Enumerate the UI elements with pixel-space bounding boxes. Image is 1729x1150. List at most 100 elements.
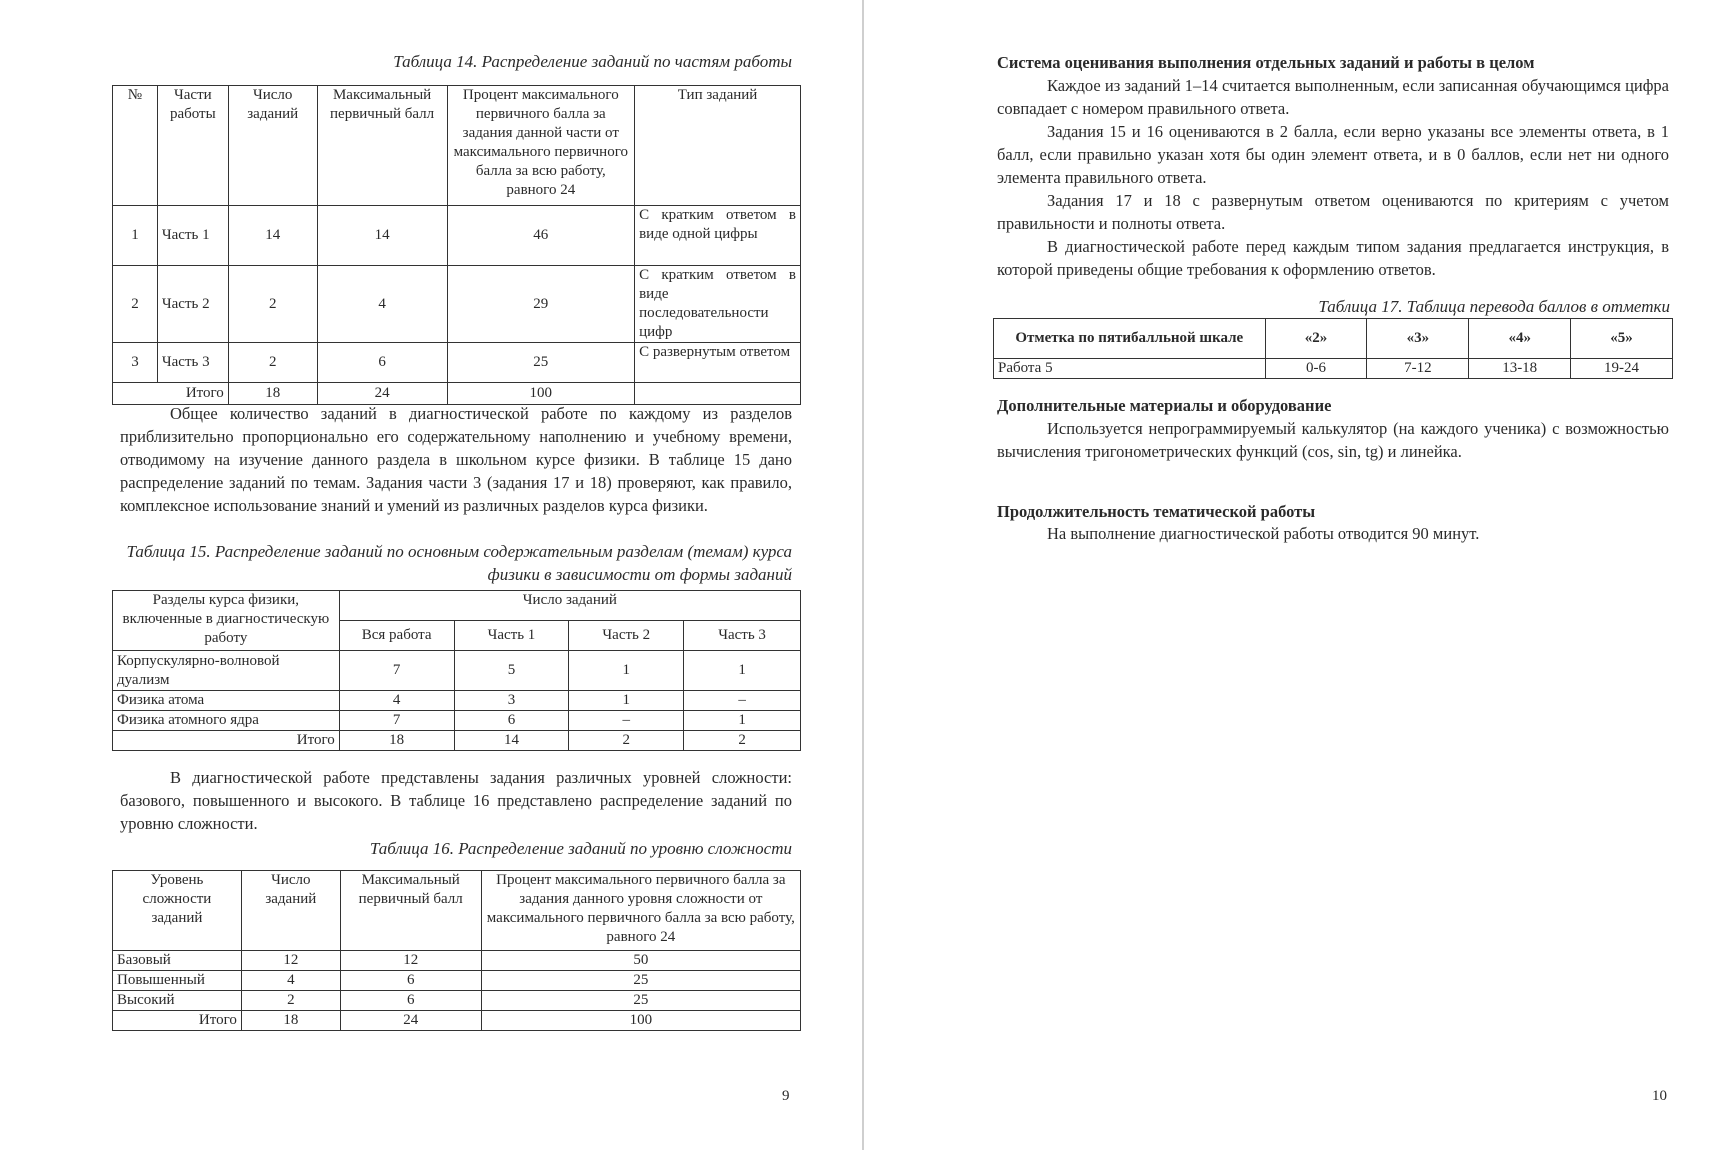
- column-header: «3»: [1366, 318, 1470, 359]
- table-cell: 18: [240, 1010, 341, 1031]
- paragraph-1: Общее количество заданий в диагностическ…: [120, 402, 792, 517]
- column-group-header: Число заданий: [338, 590, 802, 621]
- table-cell: 24: [316, 382, 448, 405]
- page-number-left: 9: [782, 1088, 790, 1104]
- table-cell: 25: [480, 970, 802, 991]
- materials-paragraph: Используется непрограммируемый калькулят…: [997, 417, 1669, 463]
- column-header: Процент максимального первичного балла з…: [480, 870, 802, 951]
- table-cell: 5: [453, 650, 570, 691]
- table-header-row: Разделы курса физики, включенные в диагн…: [112, 590, 802, 651]
- table-cell: 6: [453, 710, 570, 731]
- table-cell: –: [568, 710, 685, 731]
- page-divider: [862, 0, 864, 1150]
- page-number-right: 10: [1652, 1088, 1667, 1104]
- total-label: Итого: [112, 730, 340, 751]
- grading-paragraph: Задания 17 и 18 с развернутым ответом оц…: [997, 191, 1669, 233]
- table-cell: 12: [240, 950, 341, 971]
- table-row: Физика атомного ядра 7 6–1: [112, 710, 801, 731]
- column-header: Число заданий: [227, 85, 318, 206]
- total-label: Итого: [112, 382, 229, 405]
- table-row: 1 Часть 1 14 14 46 С кратким ответом в виде о…: [112, 205, 801, 266]
- table-cell: 12: [339, 950, 482, 971]
- table-cell: Часть 3: [156, 342, 229, 383]
- table-cell: 6: [339, 990, 482, 1011]
- column-header: Отметка по пятибалльной шкале: [993, 318, 1266, 359]
- table-row: 2 Часть 2 2 4 29 С кратким ответом в виде пос…: [112, 265, 801, 343]
- table-cell: С кратким ответом в виде одной цифры: [634, 205, 801, 266]
- table-cell: 3: [453, 690, 570, 711]
- table-cell: 14: [227, 205, 318, 266]
- table-cell: 4: [316, 265, 448, 343]
- column-header: Тип заданий: [634, 85, 801, 206]
- table15-caption: Таблица 15. Распределение заданий по осн…: [126, 542, 792, 584]
- table-header-row: Уровень сложности заданий Число заданий Ма…: [112, 870, 802, 951]
- table-cell: 2: [568, 730, 685, 751]
- table-cell: 14: [316, 205, 448, 266]
- table-cell: Часть 1: [156, 205, 229, 266]
- table-cell: С развернутым ответом: [634, 342, 801, 383]
- grading-paragraph: В диагностической работе перед каждым ти…: [997, 237, 1669, 279]
- paragraph-2: В диагностической работе представлены за…: [120, 766, 792, 835]
- grading-paragraph: Задания 15 и 16 оцениваются в 2 балла, е…: [997, 122, 1669, 187]
- column-header: «5»: [1570, 318, 1673, 359]
- table-cell: 2: [227, 342, 318, 383]
- table-subheader-row: Вся работа Часть 1 Часть 2 Часть 3: [113, 620, 801, 651]
- column-header: «2»: [1264, 318, 1368, 359]
- table-cell: Базовый: [112, 950, 242, 971]
- table14-caption: Таблица 14. Распределение заданий по час…: [393, 52, 792, 71]
- table-cell: Корпускулярно-волновой дуализм: [112, 650, 340, 691]
- table-cell: 25: [480, 990, 802, 1011]
- heading-grading-system: Система оценивания выполнения отдельных …: [997, 53, 1535, 72]
- table17-caption: Таблица 17. Таблица перевода баллов в от…: [1318, 297, 1670, 316]
- table-total-row: Итого 18 24 100: [112, 1010, 802, 1031]
- table16-caption: Таблица 16. Распределение заданий по уро…: [369, 839, 792, 858]
- duration-paragraph: На выполнение диагностической работы отв…: [997, 522, 1669, 545]
- column-header: «4»: [1468, 318, 1572, 359]
- table-row: Физика атома 4 3 1–: [112, 690, 801, 711]
- table-cell: 0-6: [1264, 358, 1368, 379]
- table-cell: 2: [683, 730, 801, 751]
- column-header: Часть 2: [568, 620, 685, 651]
- table-row: Повышенный 4 6 25: [112, 970, 802, 991]
- table-cell: 46: [446, 205, 636, 266]
- table-cell: Физика атомного ядра: [112, 710, 340, 731]
- table14: № Части работы Число заданий Максимальный п…: [112, 85, 801, 405]
- table-cell: 1: [112, 205, 158, 266]
- table-header-row: № Части работы Число заданий Максимальный п…: [112, 85, 801, 206]
- paragraph-1-text: Общее количество заданий в диагностическ…: [120, 404, 792, 515]
- heading-duration: Продолжительность тематической работы: [997, 502, 1316, 521]
- table-cell: 25: [446, 342, 636, 383]
- table-cell: 4: [338, 690, 455, 711]
- table-cell: 2: [240, 990, 341, 1011]
- duration-paragraph-text: На выполнение диагностической работы отв…: [1047, 524, 1480, 543]
- table-cell: 3: [112, 342, 158, 383]
- materials-paragraph-text: Используется непрограммируемый калькулят…: [997, 419, 1669, 461]
- table-cell: Физика атома: [112, 690, 340, 711]
- paragraph-2-text: В диагностической работе представлены за…: [120, 768, 792, 833]
- column-header: Часть 3: [683, 620, 801, 651]
- table-cell: 6: [316, 342, 448, 383]
- table-total-row: Итого 18 14 2 2: [112, 730, 801, 751]
- table-cell: 7-12: [1366, 358, 1470, 379]
- grading-paragraphs: Каждое из заданий 1–14 считается выполне…: [997, 74, 1669, 281]
- column-header: Разделы курса физики, включенные в диагн…: [112, 590, 340, 651]
- table-cell: Высокий: [112, 990, 242, 1011]
- table-cell: 1: [568, 690, 685, 711]
- column-header: Части работы: [156, 85, 229, 206]
- table-row: Базовый 12 12 50: [112, 950, 802, 971]
- table-cell: 1: [568, 650, 685, 691]
- table-cell: 13-18: [1468, 358, 1572, 379]
- column-header: Часть 1: [453, 620, 570, 651]
- grading-paragraph: Каждое из заданий 1–14 считается выполне…: [997, 76, 1669, 118]
- table-cell: Работа 5: [993, 358, 1266, 379]
- heading-materials: Дополнительные материалы и оборудование: [997, 396, 1332, 415]
- column-header: Максимальный первичный балл: [316, 85, 448, 206]
- table17: Отметка по пятибалльной шкале «2» «3» «4» «5…: [993, 318, 1673, 379]
- table-cell: 4: [240, 970, 341, 991]
- table-cell: –: [683, 690, 801, 711]
- table-cell: 2: [227, 265, 318, 343]
- table-cell: 100: [446, 382, 636, 405]
- column-header: Число заданий: [240, 870, 341, 951]
- table-cell: 2: [112, 265, 158, 343]
- table-header-row: Отметка по пятибалльной шкале «2» «3» «4» «5…: [993, 318, 1673, 359]
